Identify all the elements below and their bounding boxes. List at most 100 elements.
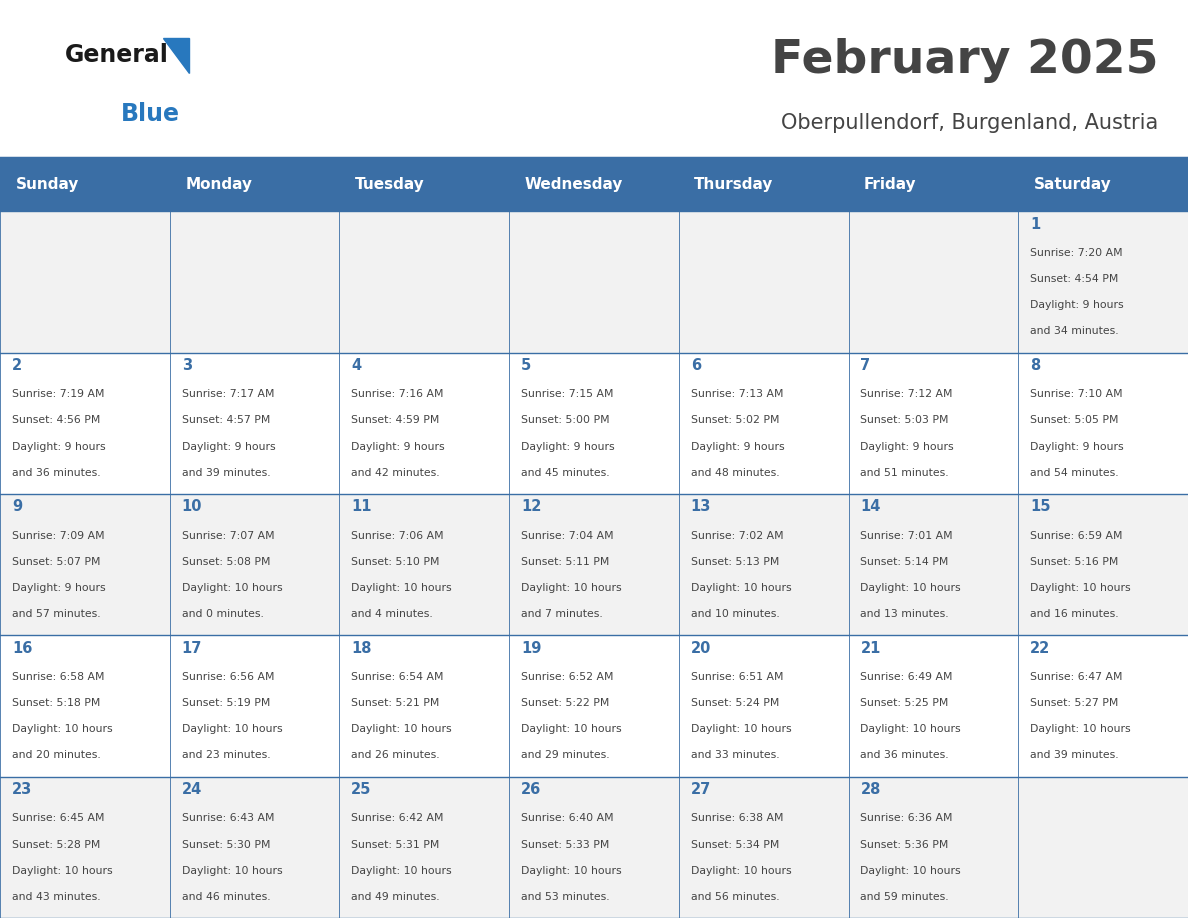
Text: Daylight: 9 hours: Daylight: 9 hours bbox=[1030, 442, 1124, 452]
Text: Sunset: 5:08 PM: Sunset: 5:08 PM bbox=[182, 556, 270, 566]
Bar bbox=[848, 635, 1018, 777]
Text: 7: 7 bbox=[860, 358, 871, 373]
Text: Sunrise: 6:51 AM: Sunrise: 6:51 AM bbox=[690, 672, 783, 682]
Bar bbox=[170, 353, 340, 494]
Text: Sunset: 5:34 PM: Sunset: 5:34 PM bbox=[690, 839, 779, 849]
Text: Sunset: 5:11 PM: Sunset: 5:11 PM bbox=[522, 556, 609, 566]
Text: and 51 minutes.: and 51 minutes. bbox=[860, 467, 949, 477]
Text: Sunset: 5:07 PM: Sunset: 5:07 PM bbox=[12, 556, 100, 566]
Text: Sunset: 5:03 PM: Sunset: 5:03 PM bbox=[860, 415, 949, 425]
Bar bbox=[510, 777, 678, 918]
Text: 14: 14 bbox=[860, 499, 880, 514]
Text: 23: 23 bbox=[12, 782, 32, 797]
Text: and 10 minutes.: and 10 minutes. bbox=[690, 609, 779, 619]
Bar bbox=[848, 494, 1018, 635]
Text: Daylight: 10 hours: Daylight: 10 hours bbox=[352, 724, 451, 734]
Text: Sunrise: 7:07 AM: Sunrise: 7:07 AM bbox=[182, 531, 274, 541]
Text: Sunset: 5:05 PM: Sunset: 5:05 PM bbox=[1030, 415, 1119, 425]
Text: Sunset: 5:16 PM: Sunset: 5:16 PM bbox=[1030, 556, 1119, 566]
Text: Daylight: 10 hours: Daylight: 10 hours bbox=[352, 866, 451, 876]
Text: Friday: Friday bbox=[864, 177, 917, 192]
Text: Sunrise: 6:43 AM: Sunrise: 6:43 AM bbox=[182, 813, 274, 823]
Text: Blue: Blue bbox=[121, 102, 181, 126]
Bar bbox=[848, 777, 1018, 918]
Polygon shape bbox=[163, 38, 189, 73]
Text: Daylight: 10 hours: Daylight: 10 hours bbox=[12, 866, 113, 876]
Text: Daylight: 10 hours: Daylight: 10 hours bbox=[522, 724, 621, 734]
Text: Sunrise: 7:04 AM: Sunrise: 7:04 AM bbox=[522, 531, 614, 541]
Text: Saturday: Saturday bbox=[1034, 177, 1112, 192]
Text: and 36 minutes.: and 36 minutes. bbox=[860, 750, 949, 760]
Bar bbox=[170, 158, 340, 211]
Text: and 34 minutes.: and 34 minutes. bbox=[1030, 326, 1119, 336]
Text: Sunset: 5:31 PM: Sunset: 5:31 PM bbox=[352, 839, 440, 849]
Text: Daylight: 10 hours: Daylight: 10 hours bbox=[860, 866, 961, 876]
Text: 9: 9 bbox=[12, 499, 23, 514]
Text: Sunset: 5:13 PM: Sunset: 5:13 PM bbox=[690, 556, 779, 566]
Text: and 26 minutes.: and 26 minutes. bbox=[352, 750, 440, 760]
Text: Daylight: 9 hours: Daylight: 9 hours bbox=[12, 583, 106, 593]
Text: Daylight: 10 hours: Daylight: 10 hours bbox=[522, 866, 621, 876]
Text: 10: 10 bbox=[182, 499, 202, 514]
Text: and 53 minutes.: and 53 minutes. bbox=[522, 891, 609, 901]
Text: and 13 minutes.: and 13 minutes. bbox=[860, 609, 949, 619]
Text: Daylight: 9 hours: Daylight: 9 hours bbox=[690, 442, 784, 452]
Text: and 39 minutes.: and 39 minutes. bbox=[182, 467, 270, 477]
Text: Tuesday: Tuesday bbox=[355, 177, 424, 192]
Text: and 42 minutes.: and 42 minutes. bbox=[352, 467, 440, 477]
Bar bbox=[678, 211, 848, 353]
Text: Daylight: 9 hours: Daylight: 9 hours bbox=[1030, 300, 1124, 310]
Text: Sunrise: 7:10 AM: Sunrise: 7:10 AM bbox=[1030, 389, 1123, 399]
Bar bbox=[678, 353, 848, 494]
Text: Sunset: 5:02 PM: Sunset: 5:02 PM bbox=[690, 415, 779, 425]
Text: Daylight: 10 hours: Daylight: 10 hours bbox=[1030, 724, 1131, 734]
Text: Sunset: 4:57 PM: Sunset: 4:57 PM bbox=[182, 415, 270, 425]
Text: Daylight: 10 hours: Daylight: 10 hours bbox=[690, 583, 791, 593]
Text: and 36 minutes.: and 36 minutes. bbox=[12, 467, 101, 477]
Text: Daylight: 9 hours: Daylight: 9 hours bbox=[352, 442, 446, 452]
Text: Sunset: 5:30 PM: Sunset: 5:30 PM bbox=[182, 839, 270, 849]
Text: Sunset: 5:00 PM: Sunset: 5:00 PM bbox=[522, 415, 609, 425]
Text: and 43 minutes.: and 43 minutes. bbox=[12, 891, 101, 901]
Bar bbox=[1018, 777, 1188, 918]
Text: 6: 6 bbox=[690, 358, 701, 373]
Text: Sunset: 5:25 PM: Sunset: 5:25 PM bbox=[860, 698, 949, 708]
Bar bbox=[0, 494, 170, 635]
Text: Sunrise: 6:52 AM: Sunrise: 6:52 AM bbox=[522, 672, 613, 682]
Text: 19: 19 bbox=[522, 641, 542, 655]
Text: and 0 minutes.: and 0 minutes. bbox=[182, 609, 264, 619]
Text: 17: 17 bbox=[182, 641, 202, 655]
Text: 4: 4 bbox=[352, 358, 361, 373]
Text: 21: 21 bbox=[860, 641, 880, 655]
Text: and 57 minutes.: and 57 minutes. bbox=[12, 609, 101, 619]
Text: 24: 24 bbox=[182, 782, 202, 797]
Text: General: General bbox=[65, 43, 169, 67]
Text: February 2025: February 2025 bbox=[771, 38, 1158, 83]
Text: Sunrise: 6:36 AM: Sunrise: 6:36 AM bbox=[860, 813, 953, 823]
Text: 1: 1 bbox=[1030, 217, 1041, 231]
Bar bbox=[678, 494, 848, 635]
Text: and 20 minutes.: and 20 minutes. bbox=[12, 750, 101, 760]
Text: and 16 minutes.: and 16 minutes. bbox=[1030, 609, 1119, 619]
Text: 5: 5 bbox=[522, 358, 531, 373]
Text: Daylight: 9 hours: Daylight: 9 hours bbox=[522, 442, 614, 452]
Text: Sunset: 5:21 PM: Sunset: 5:21 PM bbox=[352, 698, 440, 708]
Text: and 56 minutes.: and 56 minutes. bbox=[690, 891, 779, 901]
Text: 27: 27 bbox=[690, 782, 710, 797]
Text: and 48 minutes.: and 48 minutes. bbox=[690, 467, 779, 477]
Bar bbox=[340, 494, 510, 635]
Text: Sunrise: 6:45 AM: Sunrise: 6:45 AM bbox=[12, 813, 105, 823]
Text: and 39 minutes.: and 39 minutes. bbox=[1030, 750, 1119, 760]
Text: Sunset: 5:27 PM: Sunset: 5:27 PM bbox=[1030, 698, 1119, 708]
Bar bbox=[340, 211, 510, 353]
Text: Sunrise: 7:02 AM: Sunrise: 7:02 AM bbox=[690, 531, 783, 541]
Text: 28: 28 bbox=[860, 782, 880, 797]
Bar bbox=[0, 158, 170, 211]
Bar bbox=[170, 494, 340, 635]
Text: Wednesday: Wednesday bbox=[525, 177, 623, 192]
Text: Sunrise: 6:54 AM: Sunrise: 6:54 AM bbox=[352, 672, 444, 682]
Text: and 46 minutes.: and 46 minutes. bbox=[182, 891, 270, 901]
Text: Sunrise: 6:58 AM: Sunrise: 6:58 AM bbox=[12, 672, 105, 682]
Text: Daylight: 10 hours: Daylight: 10 hours bbox=[690, 724, 791, 734]
Text: Daylight: 10 hours: Daylight: 10 hours bbox=[352, 583, 451, 593]
